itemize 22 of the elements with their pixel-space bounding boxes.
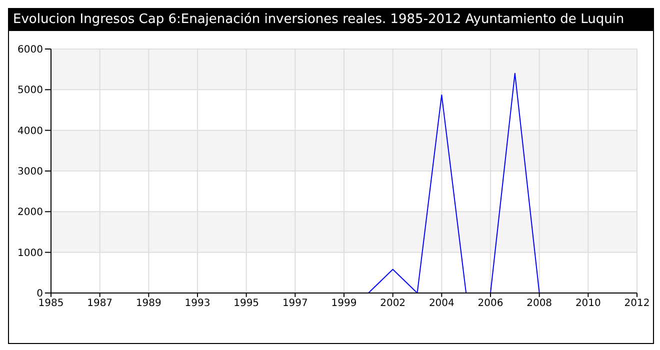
x-tick-label: 2004 xyxy=(428,298,454,310)
x-tick-label: 1995 xyxy=(234,298,260,310)
x-tick-label: 1999 xyxy=(331,298,357,310)
x-tick-label: 2012 xyxy=(624,298,650,310)
y-tick-label: 2000 xyxy=(18,207,43,218)
x-tick-label: 1987 xyxy=(87,298,113,310)
x-tick-label: 2010 xyxy=(575,298,601,310)
x-tick-label: 2006 xyxy=(478,298,504,310)
y-tick-label: 6000 xyxy=(18,44,43,56)
chart-title: Evolucion Ingresos Cap 6:Enajenación inversiones reales. 1985-2012 Ayuntamiento de Luquin xyxy=(9,9,653,31)
x-tick-label: 1985 xyxy=(38,298,64,310)
x-tick-label: 1989 xyxy=(136,298,162,310)
y-tick-label: 0 xyxy=(36,288,43,300)
x-tick-label: 1997 xyxy=(282,298,308,310)
x-tick-label: 2008 xyxy=(526,298,552,310)
x-tick-label: 1993 xyxy=(184,298,210,310)
y-tick-label: 5000 xyxy=(18,85,43,96)
y-tick-label: 1000 xyxy=(18,248,43,259)
y-tick-label: 4000 xyxy=(18,126,43,137)
x-tick-label: 2002 xyxy=(380,298,406,310)
line-series xyxy=(368,72,540,293)
y-tick-label: 3000 xyxy=(18,166,43,178)
